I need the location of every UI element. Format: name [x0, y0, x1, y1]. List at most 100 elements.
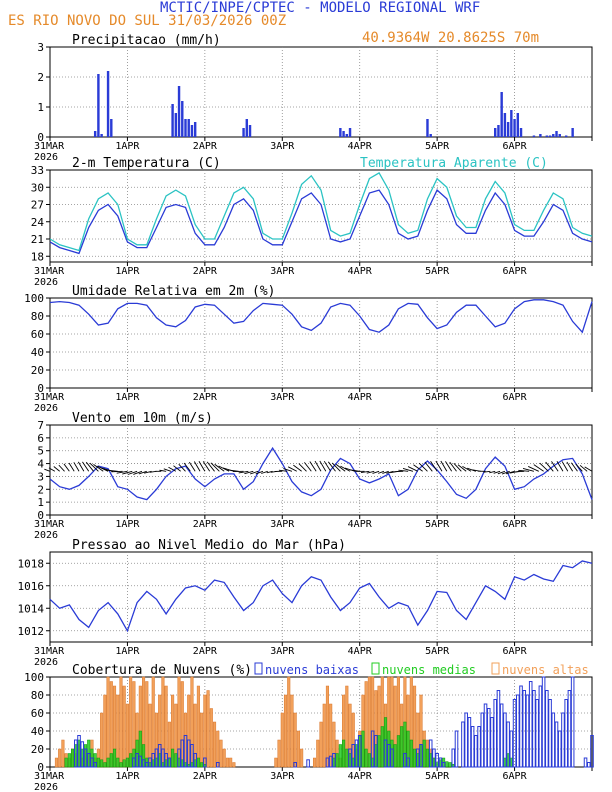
wind-ytick-label: 1 — [37, 496, 44, 509]
wind-barb — [73, 462, 80, 472]
precip-xtick-label: 1APR — [115, 141, 140, 152]
temp-xtick-label: 4APR — [348, 266, 373, 277]
cloud-bar-nuvens-baixas — [532, 690, 536, 768]
wind-barb — [418, 462, 428, 472]
wind-barb — [372, 470, 380, 474]
cloud-bar-nuvens-baixas — [406, 757, 410, 768]
wind-barb — [283, 468, 293, 472]
clouds-title: Cobertura de Nuvens (%) — [72, 663, 252, 678]
cloud-bar-nuvens-baixas — [332, 753, 336, 768]
cloud-bar-nuvens-medias — [112, 748, 117, 768]
cloud-bar-nuvens-baixas — [470, 726, 475, 768]
wind-xtick-label: 1APR — [115, 519, 140, 530]
wind-barb — [467, 467, 477, 472]
temp-ytick-label: 18 — [31, 250, 44, 263]
precip-bar — [532, 135, 536, 137]
clouds-year-label: 2026 — [34, 782, 58, 792]
wind-barb — [89, 462, 99, 472]
clouds-ytick-label: 40 — [31, 725, 44, 738]
cloud-bar-nuvens-baixas — [545, 690, 549, 768]
wind-barb — [566, 461, 574, 472]
cloud-bar-nuvens-baixas — [454, 730, 459, 768]
cloud-bar-nuvens-baixas — [564, 699, 568, 768]
cloud-bar-nuvens-altas — [293, 712, 297, 768]
wind-barb — [198, 461, 206, 472]
cloud-bar-nuvens-baixas — [499, 703, 504, 768]
wind-barb — [424, 461, 433, 472]
model-title: MCTIC/INPE/CPTEC - MODELO REGIONAL WRF — [160, 0, 481, 16]
clouds-xtick-label: 1APR — [115, 771, 140, 782]
wind-barb — [323, 460, 332, 472]
wind-barb — [193, 461, 201, 472]
cloud-bar-nuvens-altas — [122, 685, 126, 768]
precip-bar — [510, 110, 513, 137]
precip-bar — [503, 113, 507, 137]
cloud-bar-nuvens-baixas — [483, 703, 488, 768]
cloud-bar-nuvens-medias — [200, 762, 204, 768]
cloud-bar-nuvens-baixas — [135, 753, 139, 768]
cloud-bar-nuvens-altas — [232, 762, 236, 768]
pressure-xtick-label: 5APR — [425, 646, 450, 657]
wind-barb — [522, 467, 535, 472]
temp-xtick-label: 1APR — [115, 266, 140, 277]
wind-barb — [138, 470, 147, 475]
wind-barb — [378, 470, 385, 474]
pressure-ytick-label: 1014 — [18, 602, 45, 615]
temp-xtick-label: 2APR — [193, 266, 218, 277]
chart-header: MCTIC/INPE/CPTEC - MODELO REGIONAL WRF E… — [0, 0, 612, 45]
cloud-bar-nuvens-altas — [125, 703, 129, 768]
precip-bar — [339, 128, 342, 137]
cloud-bar-nuvens-baixas — [583, 757, 588, 768]
wind-barb — [575, 463, 583, 472]
precip-xtick-label: 3APR — [270, 141, 295, 152]
wind-barb — [144, 470, 152, 474]
precip-bar — [571, 128, 574, 137]
cloud-bar-nuvens-baixas — [512, 699, 517, 768]
cloud-bar-nuvens-baixas — [557, 730, 562, 768]
cloud-bar-nuvens-medias — [119, 762, 123, 768]
precip-bar — [555, 131, 558, 137]
cloud-bar-nuvens-baixas — [541, 676, 546, 768]
wind-xtick-label: 4APR — [348, 519, 373, 530]
cloud-bar-nuvens-baixas — [506, 721, 510, 768]
clouds-xtick-label: 5APR — [425, 771, 450, 782]
precip-bar — [97, 74, 100, 137]
precip-bar — [342, 131, 345, 137]
wind-barb — [483, 470, 491, 473]
cloud-bar-nuvens-altas — [319, 721, 323, 768]
rh-xtick-label: 1APR — [115, 392, 140, 403]
cloud-bar-nuvens-baixas — [383, 739, 388, 768]
cloud-bar-nuvens-medias — [380, 726, 384, 768]
cloud-bar-nuvens-altas — [300, 748, 304, 768]
cloud-bar-nuvens-baixas — [477, 726, 481, 768]
cloud-bar-nuvens-altas — [316, 739, 320, 768]
wind-ytick-label: 3 — [37, 470, 44, 483]
cloud-bar-nuvens-baixas — [83, 748, 88, 768]
precip-bar — [100, 134, 103, 137]
cloud-bar-nuvens-medias — [345, 748, 349, 768]
wind-barb — [206, 461, 215, 472]
wind-barb — [533, 464, 544, 472]
location-date: ES RIO NOVO DO SUL 31/03/2026 00Z — [8, 13, 287, 29]
cloud-bar-nuvens-medias — [400, 726, 404, 768]
wind-barb — [493, 470, 501, 474]
wind-barb — [579, 464, 588, 472]
wind-barb — [340, 465, 351, 472]
cloud-bar-nuvens-baixas — [467, 717, 472, 768]
precip-bar — [545, 135, 549, 137]
temp-legend-apparent: Temperatura Aparente (C) — [360, 156, 548, 171]
cloud-bar-nuvens-medias — [361, 730, 365, 768]
rh-ytick-label: 40 — [31, 346, 44, 359]
cloud-bar-nuvens-medias — [413, 748, 417, 768]
cloud-bar-nuvens-medias — [109, 753, 113, 768]
cloud-bar-nuvens-altas — [119, 676, 123, 768]
legend-swatch-nuvens-medias — [371, 662, 380, 675]
cloud-bar-nuvens-medias — [116, 757, 120, 768]
wind-barb — [335, 463, 346, 472]
precip-bar — [110, 119, 113, 137]
precip-title: Precipitacao (mm/h) — [72, 33, 221, 48]
cloud-bar-nuvens-altas — [54, 757, 58, 768]
cloud-bar-nuvens-medias — [64, 757, 68, 768]
rh-xtick-label: 5APR — [425, 392, 450, 403]
cloud-bar-nuvens-baixas — [348, 748, 352, 768]
